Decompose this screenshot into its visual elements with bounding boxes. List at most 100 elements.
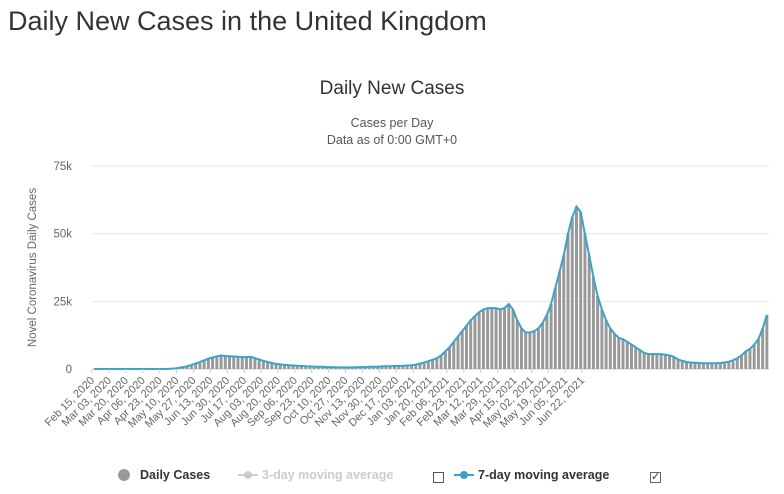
daily-cases-bar [655,354,659,369]
daily-cases-bar [253,358,257,369]
daily-cases-bar [672,356,676,369]
legend-line-dot-icon [454,471,474,479]
daily-cases-bar [668,355,672,369]
daily-cases-bar [426,361,430,369]
chart-legend: Daily Cases 3-day moving average 7-day m… [0,466,784,490]
daily-cases-bar [761,328,765,369]
legend-item-3-day-average[interactable]: 3-day moving average [238,468,393,482]
daily-cases-bar [414,364,418,369]
daily-cases-bar [376,366,380,369]
daily-cases-bar [236,356,240,369]
daily-cases-bar [456,336,460,369]
daily-cases-bar [443,351,447,369]
daily-cases-bar [706,363,710,369]
daily-cases-bar [287,365,291,369]
ma7-checkbox[interactable] [650,470,661,483]
daily-cases-bar [198,361,202,369]
daily-cases-bar [515,320,519,369]
daily-cases-bar [490,308,494,369]
legend-line-dot-icon [238,471,258,479]
daily-cases-bar [676,359,680,369]
daily-cases-bar [600,309,604,369]
daily-cases-bar [380,366,384,369]
daily-cases-bar [524,332,528,369]
daily-cases-bar [558,271,562,369]
daily-cases-bar [740,355,743,369]
page-title: Daily New Cases in the United Kingdom [8,6,487,36]
daily-cases-bar [727,361,731,369]
daily-cases-bar [659,354,663,369]
daily-cases-bar [228,356,231,369]
daily-cases-bar [270,363,274,369]
daily-cases-bar [409,365,413,369]
daily-cases-bar [613,333,617,369]
daily-cases-bar [570,217,574,369]
daily-cases-bar [549,304,553,369]
daily-cases-bar [596,295,600,369]
daily-cases-bar [232,356,236,369]
daily-cases-bar [397,365,401,369]
y-tick-label: 25k [53,296,72,308]
daily-cases-bar [367,366,371,369]
daily-cases-bar [266,361,270,369]
daily-cases-bar [189,364,193,369]
daily-cases-bar [621,339,625,369]
daily-cases-bar [617,337,621,369]
daily-cases-bar [460,331,464,369]
daily-cases-bar [431,359,435,369]
daily-cases-bar [756,339,760,369]
daily-cases-bar [473,316,477,369]
legend-label-daily-cases: Daily Cases [140,468,211,482]
legend-item-daily-cases[interactable]: Daily Cases [118,468,210,482]
ma3-checkbox[interactable] [433,472,444,483]
chart-subtitle-date: Data as of 0:00 GMT+0 [326,133,458,147]
daily-cases-bar [439,355,443,369]
daily-cases-bar [388,366,392,369]
legend-label-7-day-average: 7-day moving average [478,468,610,482]
daily-cases-bar [532,331,536,369]
daily-cases-bar [435,358,439,369]
daily-cases-bar [393,366,397,369]
daily-cases-bar [295,365,299,369]
chart-title: Daily New Cases [319,78,465,99]
daily-cases-bar [579,212,583,369]
daily-cases-bar [299,366,303,369]
daily-cases-bar [701,363,705,369]
daily-cases-bar [752,344,756,369]
daily-cases-bar [223,356,227,369]
daily-cases-bar [219,355,223,369]
y-tick-label: 50k [53,229,72,241]
daily-cases-bar [384,366,388,369]
daily-cases-bar [206,358,210,369]
daily-cases-bar [291,365,295,369]
daily-cases-bar [401,365,405,369]
daily-cases-bar [663,354,667,369]
daily-cases-bar [494,308,498,369]
daily-cases-bar [477,312,481,369]
daily-cases-bar [574,206,578,369]
daily-cases-bar [185,366,189,369]
seven-day-average-line [94,204,768,370]
daily-cases-bar [405,365,409,369]
daily-cases-bar [630,344,633,369]
legend-item-7-day-average[interactable]: 7-day moving average [454,468,609,482]
chart-subtitle: Cases per Day [350,116,434,130]
daily-cases-bar [304,366,308,369]
daily-cases-bar [486,308,490,369]
daily-cases-bar [249,356,253,369]
daily-cases-bar [714,363,718,369]
daily-cases-bar [469,320,473,369]
daily-cases-bar [498,309,502,369]
daily-cases-bar [541,322,545,369]
daily-cases-bar [583,233,587,369]
daily-cases-bar [638,350,642,369]
daily-cases-bar [519,328,523,369]
daily-cases-bar [511,309,515,369]
daily-cases-bar [710,363,714,369]
daily-cases-bar [261,360,265,369]
daily-cases-bar [464,325,468,369]
daily-cases-bar [748,348,752,369]
daily-cases-bar [591,276,595,369]
y-tick-label: 0 [66,364,72,376]
